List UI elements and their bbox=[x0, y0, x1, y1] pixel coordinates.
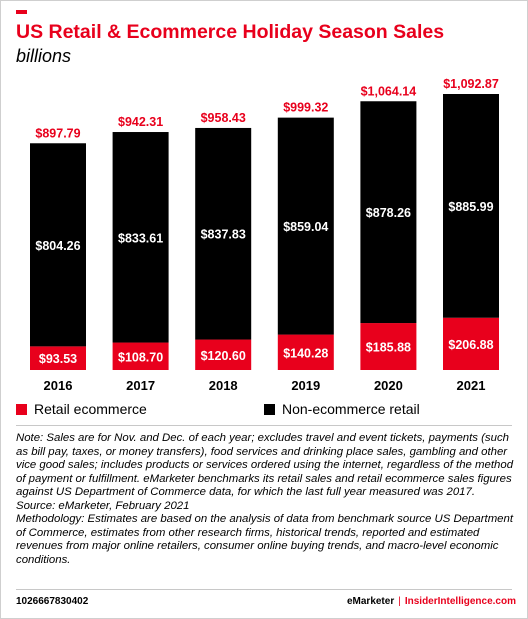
x-tick-label: 2017 bbox=[126, 378, 155, 393]
bar-segment-non-ecommerce bbox=[195, 127, 252, 340]
chart-subtitle: billions bbox=[16, 46, 72, 66]
bar-segment-non-ecommerce bbox=[112, 132, 169, 343]
data-label-non-ecommerce: $837.83 bbox=[201, 228, 246, 242]
total-label: $999.32 bbox=[283, 101, 328, 115]
chart-id: 1026667830402 bbox=[16, 596, 89, 607]
bar-segment-non-ecommerce bbox=[277, 117, 334, 335]
data-label-non-ecommerce: $859.04 bbox=[283, 220, 328, 234]
legend-label-ecommerce: Retail ecommerce bbox=[34, 401, 147, 417]
brand-separator: | bbox=[398, 596, 401, 607]
data-label-non-ecommerce: $885.99 bbox=[448, 200, 493, 214]
total-label: $958.43 bbox=[201, 111, 246, 125]
divider-top bbox=[16, 425, 512, 426]
brand-insider-intelligence: InsiderIntelligence.com bbox=[404, 596, 516, 607]
total-label: $942.31 bbox=[118, 115, 163, 129]
bar-chart: $93.53 $804.26 $897.79 2016 $108.70 $833.61 $9… bbox=[30, 77, 499, 393]
legend-label-non-ecommerce: Non-ecommerce retail bbox=[282, 401, 420, 417]
bar-segment-ecommerce bbox=[360, 323, 417, 370]
bar-segment-ecommerce bbox=[30, 346, 86, 370]
data-label-ecommerce: $206.88 bbox=[448, 338, 493, 352]
note-text: Note: Sales are for Nov. and Dec. of eac… bbox=[16, 432, 514, 498]
data-label-ecommerce: $185.88 bbox=[366, 341, 411, 355]
legend-item-ecommerce: Retail ecommerce bbox=[16, 401, 147, 417]
methodology-text: Methodology: Estimates are based on the … bbox=[16, 513, 514, 566]
bar-segment-non-ecommerce bbox=[443, 94, 499, 318]
data-label-ecommerce: $140.28 bbox=[283, 346, 328, 360]
divider-bottom bbox=[16, 589, 512, 590]
data-label-non-ecommerce: $878.26 bbox=[366, 206, 411, 220]
brand-emarketer: eMarketer bbox=[346, 596, 395, 607]
data-label-ecommerce: $93.53 bbox=[39, 352, 77, 366]
chart-title: US Retail & Ecommerce Holiday Season Sal… bbox=[16, 21, 445, 43]
notes: Note: Sales are for Nov. and Dec. of eac… bbox=[16, 432, 516, 567]
source-text: Source: eMarketer, February 2021 bbox=[16, 499, 190, 512]
x-tick-label: 2021 bbox=[457, 378, 486, 393]
brand: eMarketer | InsiderIntelligence.com bbox=[347, 596, 516, 607]
bar-segment-ecommerce bbox=[277, 334, 334, 370]
x-tick-label: 2018 bbox=[209, 378, 238, 393]
legend-item-non-ecommerce: Non-ecommerce retail bbox=[264, 401, 420, 417]
total-label: $1,064.14 bbox=[361, 84, 417, 98]
data-label-ecommerce: $120.60 bbox=[201, 349, 246, 363]
bar-segment-ecommerce bbox=[195, 339, 252, 370]
x-tick-label: 2016 bbox=[44, 378, 73, 393]
x-tick-label: 2020 bbox=[374, 378, 403, 393]
data-label-non-ecommerce: $804.26 bbox=[35, 239, 80, 253]
bar-segment-non-ecommerce bbox=[360, 101, 417, 324]
bar-segment-ecommerce bbox=[112, 342, 169, 370]
data-label-non-ecommerce: $833.61 bbox=[118, 231, 163, 245]
data-label-ecommerce: $108.70 bbox=[118, 350, 163, 364]
bar-segment-ecommerce bbox=[443, 317, 499, 370]
total-label: $1,092.87 bbox=[443, 77, 499, 91]
legend-swatch-non-ecommerce bbox=[264, 403, 275, 415]
x-tick-label: 2019 bbox=[291, 378, 320, 393]
legend-swatch-ecommerce bbox=[16, 403, 27, 415]
total-label: $897.79 bbox=[35, 126, 80, 140]
bar-segment-non-ecommerce bbox=[30, 143, 86, 347]
accent-bar bbox=[16, 10, 27, 14]
